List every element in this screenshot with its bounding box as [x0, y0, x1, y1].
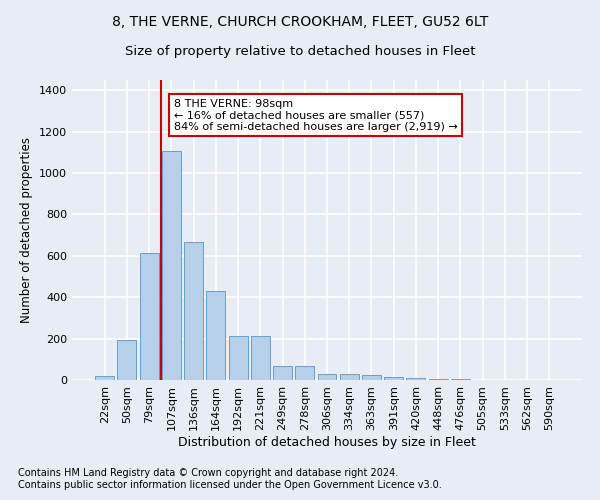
Bar: [406, 378, 425, 380]
Text: Size of property relative to detached houses in Fleet: Size of property relative to detached ho…: [125, 45, 475, 58]
Bar: [429, 379, 448, 380]
Bar: [317, 374, 337, 380]
Bar: [362, 376, 381, 380]
Text: Contains HM Land Registry data © Crown copyright and database right 2024.
Contai: Contains HM Land Registry data © Crown c…: [18, 468, 442, 490]
Text: 8 THE VERNE: 98sqm
← 16% of detached houses are smaller (557)
84% of semi-detach: 8 THE VERNE: 98sqm ← 16% of detached hou…: [173, 98, 457, 132]
Bar: [162, 152, 181, 380]
X-axis label: Distribution of detached houses by size in Fleet: Distribution of detached houses by size …: [178, 436, 476, 448]
Bar: [118, 340, 136, 380]
Bar: [384, 377, 403, 380]
Bar: [95, 376, 114, 380]
Bar: [251, 336, 270, 380]
Y-axis label: Number of detached properties: Number of detached properties: [20, 137, 34, 323]
Bar: [140, 253, 158, 380]
Bar: [273, 366, 292, 380]
Bar: [340, 374, 359, 380]
Bar: [206, 291, 225, 380]
Bar: [229, 336, 248, 380]
Bar: [184, 242, 203, 380]
Bar: [295, 366, 314, 380]
Text: 8, THE VERNE, CHURCH CROOKHAM, FLEET, GU52 6LT: 8, THE VERNE, CHURCH CROOKHAM, FLEET, GU…: [112, 15, 488, 29]
